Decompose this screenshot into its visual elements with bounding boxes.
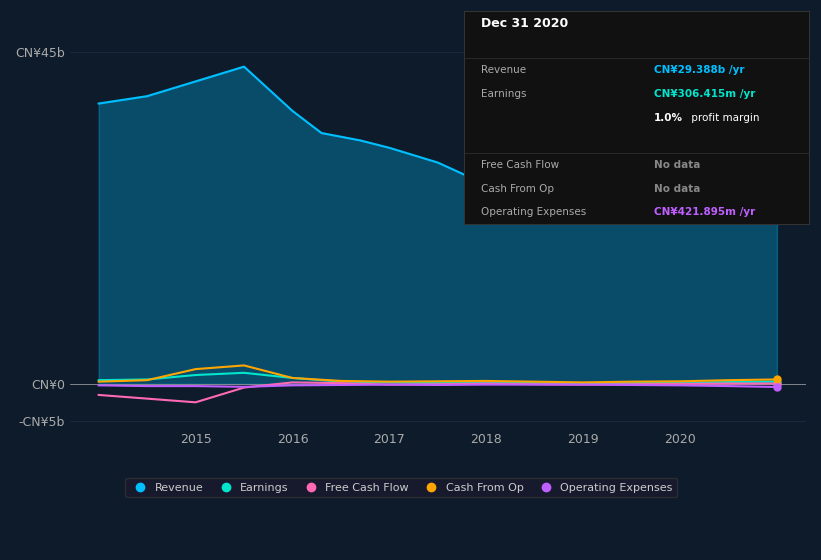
- Text: profit margin: profit margin: [688, 113, 759, 123]
- Text: Cash From Op: Cash From Op: [481, 184, 554, 194]
- Text: CN¥29.388b /yr: CN¥29.388b /yr: [654, 66, 744, 75]
- Text: CN¥306.415m /yr: CN¥306.415m /yr: [654, 89, 754, 99]
- Text: Revenue: Revenue: [481, 66, 526, 75]
- Text: Free Cash Flow: Free Cash Flow: [481, 160, 559, 170]
- Text: 1.0%: 1.0%: [654, 113, 682, 123]
- Text: Dec 31 2020: Dec 31 2020: [481, 17, 568, 30]
- Text: Earnings: Earnings: [481, 89, 526, 99]
- Text: No data: No data: [654, 184, 699, 194]
- Text: No data: No data: [654, 160, 699, 170]
- Text: CN¥421.895m /yr: CN¥421.895m /yr: [654, 207, 754, 217]
- Legend: Revenue, Earnings, Free Cash Flow, Cash From Op, Operating Expenses: Revenue, Earnings, Free Cash Flow, Cash …: [125, 478, 677, 497]
- Text: Operating Expenses: Operating Expenses: [481, 207, 586, 217]
